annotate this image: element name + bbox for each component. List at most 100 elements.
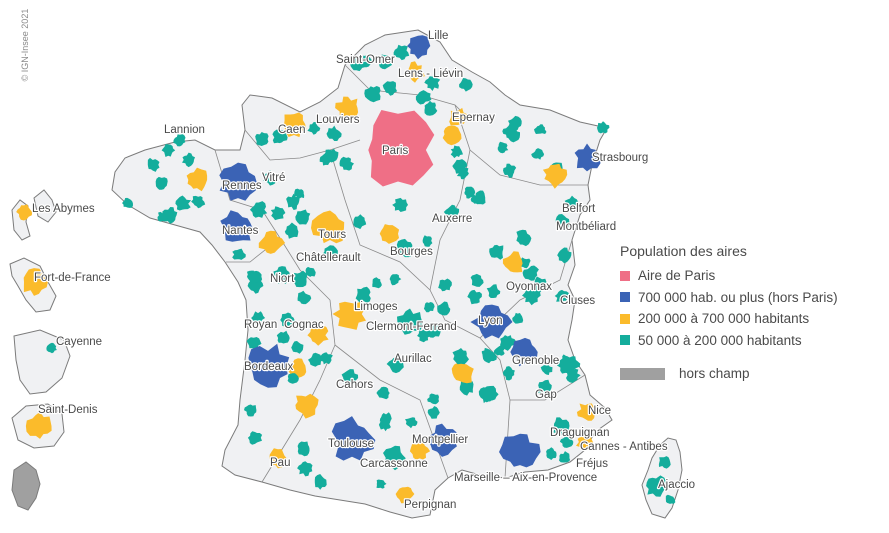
urban-area-small[interactable] xyxy=(423,302,435,313)
urban-area-medium[interactable] xyxy=(186,167,208,192)
urban-area-grenoble[interactable] xyxy=(510,337,538,367)
urban-area-small[interactable] xyxy=(175,195,192,211)
urban-area-montbeliard[interactable] xyxy=(555,214,570,230)
urban-area-louviers[interactable] xyxy=(335,96,359,120)
urban-area-frejus[interactable] xyxy=(559,451,571,463)
mayotte-hors-champ[interactable] xyxy=(11,461,41,511)
urban-area-small[interactable] xyxy=(424,76,441,91)
urban-area-small[interactable] xyxy=(284,222,299,239)
urban-area-cahors[interactable] xyxy=(341,369,359,387)
urban-area-small[interactable] xyxy=(393,44,410,61)
urban-area-small[interactable] xyxy=(658,456,671,469)
urban-area-small[interactable] xyxy=(597,121,610,134)
urban-area-small[interactable] xyxy=(424,100,438,116)
urban-area-lyon[interactable] xyxy=(470,304,513,339)
urban-area-strasbourg[interactable] xyxy=(574,143,601,172)
urban-area-small[interactable] xyxy=(522,288,541,306)
urban-area-small[interactable] xyxy=(493,345,505,356)
urban-area-small[interactable] xyxy=(422,235,433,247)
urban-area-medium[interactable] xyxy=(286,358,307,378)
urban-area-small[interactable] xyxy=(291,341,304,354)
urban-area-cluses[interactable] xyxy=(554,289,569,302)
urban-area-small[interactable] xyxy=(534,124,547,134)
urban-area-montpellier[interactable] xyxy=(425,423,458,457)
urban-area-small[interactable] xyxy=(516,229,532,247)
urban-area-fort-de-france[interactable] xyxy=(23,268,48,296)
urban-area-small[interactable] xyxy=(305,266,316,277)
urban-area-medium[interactable] xyxy=(542,163,568,189)
urban-area-small[interactable] xyxy=(452,159,468,174)
urban-area-small[interactable] xyxy=(459,78,473,92)
urban-area-small[interactable] xyxy=(249,201,268,218)
urban-area-small[interactable] xyxy=(353,214,367,230)
urban-area-small[interactable] xyxy=(379,412,392,426)
urban-area-auxerre[interactable] xyxy=(443,204,460,218)
urban-area-small[interactable] xyxy=(157,211,169,222)
urban-area-small[interactable] xyxy=(287,373,299,384)
urban-area-niort[interactable] xyxy=(273,266,290,284)
urban-area-small[interactable] xyxy=(376,386,390,400)
urban-area-medium[interactable] xyxy=(379,224,400,244)
urban-area-small[interactable] xyxy=(323,148,339,163)
urban-area-nice[interactable] xyxy=(576,403,597,421)
urban-area-small[interactable] xyxy=(155,176,168,190)
urban-area-bordeaux[interactable] xyxy=(248,343,290,388)
urban-area-small[interactable] xyxy=(297,461,313,477)
urban-area-small[interactable] xyxy=(255,132,269,146)
urban-area-medium[interactable] xyxy=(307,325,329,346)
urban-area-bourges[interactable] xyxy=(396,238,414,258)
urban-area-small[interactable] xyxy=(244,404,257,417)
guyane[interactable] xyxy=(13,329,71,395)
urban-area-small[interactable] xyxy=(292,270,308,288)
urban-area-small[interactable] xyxy=(122,197,133,208)
urban-area-small[interactable] xyxy=(427,406,440,419)
urban-area-small[interactable] xyxy=(478,387,495,404)
urban-area-vitre[interactable] xyxy=(263,170,278,186)
urban-area-small[interactable] xyxy=(467,289,482,305)
urban-area-small[interactable] xyxy=(452,348,470,365)
urban-area-small[interactable] xyxy=(389,274,402,286)
urban-area-small[interactable] xyxy=(232,248,246,260)
urban-area-small[interactable] xyxy=(297,441,310,457)
urban-area-small[interactable] xyxy=(559,435,574,448)
urban-area-oyonnax[interactable] xyxy=(533,276,548,293)
urban-area-rennes[interactable] xyxy=(219,162,257,201)
guadeloupe[interactable] xyxy=(11,189,57,241)
urban-area-clermont-ferrand[interactable] xyxy=(397,308,423,335)
urban-area-small[interactable] xyxy=(319,352,333,365)
urban-area-cayenne[interactable] xyxy=(46,342,57,354)
urban-area-medium[interactable] xyxy=(295,393,319,419)
urban-area-small[interactable] xyxy=(392,197,408,212)
urban-area-small[interactable] xyxy=(522,265,539,281)
urban-area-small[interactable] xyxy=(482,351,497,364)
urban-area-small[interactable] xyxy=(326,125,342,141)
urban-area-tours[interactable] xyxy=(311,210,345,244)
urban-area-marseille-aix-en-provence[interactable] xyxy=(499,433,541,468)
urban-area-small[interactable] xyxy=(470,273,484,287)
urban-area-small[interactable] xyxy=(531,148,545,160)
urban-area-caen[interactable] xyxy=(284,112,307,138)
urban-area-small[interactable] xyxy=(276,330,290,344)
urban-area-small[interactable] xyxy=(557,358,574,374)
urban-area-chatellerault[interactable] xyxy=(321,245,338,261)
urban-area-draguignan[interactable] xyxy=(553,417,570,436)
urban-area-small[interactable] xyxy=(557,247,572,264)
urban-area-lille[interactable] xyxy=(407,35,431,60)
urban-area-cannes-antibes[interactable] xyxy=(576,433,594,450)
urban-area-small[interactable] xyxy=(497,141,509,154)
urban-area-limoges[interactable] xyxy=(332,301,367,330)
urban-area-small[interactable] xyxy=(161,144,176,157)
urban-area-medium[interactable] xyxy=(258,230,286,254)
urban-area-small[interactable] xyxy=(294,188,305,199)
urban-area-small[interactable] xyxy=(438,278,452,292)
urban-area-small[interactable] xyxy=(339,156,355,171)
urban-area-medium[interactable] xyxy=(442,125,462,146)
urban-area-belfort[interactable] xyxy=(564,195,580,212)
urban-area-small[interactable] xyxy=(427,393,439,405)
urban-area-small[interactable] xyxy=(382,81,398,96)
urban-area-small[interactable] xyxy=(372,277,382,289)
urban-area-small[interactable] xyxy=(250,270,263,283)
urban-area-lannion[interactable] xyxy=(173,134,186,147)
urban-area-small[interactable] xyxy=(459,378,474,396)
urban-area-saint-denis[interactable] xyxy=(25,411,52,439)
